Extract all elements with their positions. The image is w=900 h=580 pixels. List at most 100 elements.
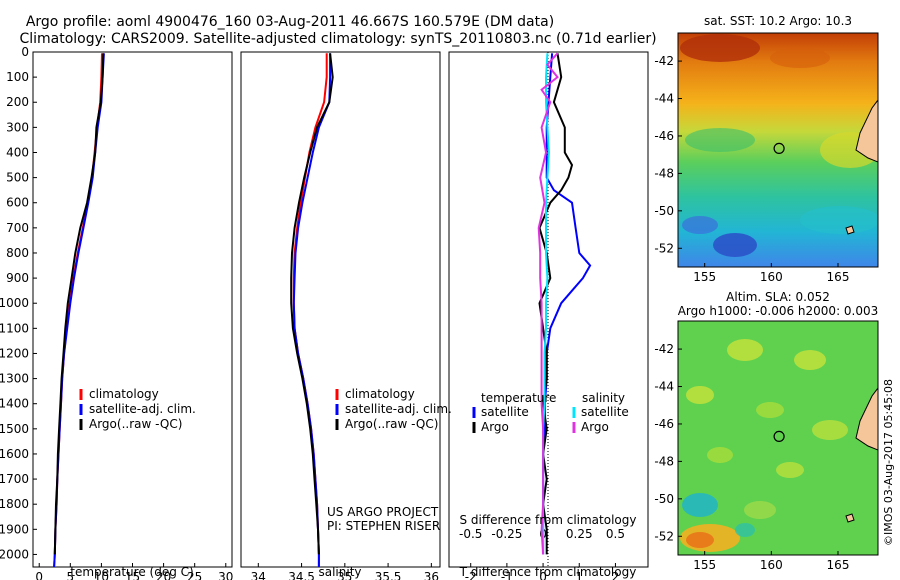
lat-tick-label: -44 [654,92,674,106]
depth-tick-label: 1100 [0,321,29,335]
x-tick-label: 35.5 [375,570,402,580]
legend-salinity-title: salinity [582,391,625,405]
title-line-1: Argo profile: aoml 4900476_160 03-Aug-20… [26,14,554,30]
salinity-x-label: salinity [318,565,361,579]
depth-tick-label: 1800 [0,497,29,511]
profile-line-satellite-adj-clim- [292,53,332,567]
depth-tick-label: 1500 [0,422,29,436]
salinity-profiles [290,53,334,567]
t-diff-tick-label: -2 [465,570,477,580]
s-difference-x-label: S difference from climatology [460,513,637,527]
depth-tick-label: 700 [6,221,29,235]
difference-line-t-satellite [542,53,592,555]
lat-tick-label: -48 [654,454,674,468]
temperature-x-label: temperature (deg C) [70,565,193,579]
lat-tick-label: -46 [654,417,674,431]
salinity-x-axis: 34 34.5 35 35.5 36 [251,563,439,580]
project-credit: US ARGO PROJECT [327,505,439,519]
difference-line-t-argo [538,53,574,555]
difference-legend: temperature salinitysatelliteArgosatellit… [472,391,629,434]
x-tick-label: 0 [35,570,43,580]
lat-tick-label: -42 [654,54,674,68]
lon-tick-label: 160 [760,558,783,572]
depth-tick-label: 1600 [0,447,29,461]
depth-tick-label: 1700 [0,472,29,486]
depth-tick-label: 1300 [0,372,29,386]
x-tick-label: 35 [337,570,352,580]
profile-line-climatology [292,53,328,567]
sla-map-frame [677,320,879,556]
depth-tick-label: 1900 [0,522,29,536]
x-tick-label: 34.5 [288,570,315,580]
sla-map-title-line-2: Argo h1000: -0.006 h2000: 0.003 [678,304,879,318]
legend-label: Argo(..raw -QC) [345,417,438,431]
sst-map-panel: sat. SST: 10.2 Argo: 10.3 155 160 165 -42 -4… [654,14,879,284]
profile-line-argo-raw-qc- [53,53,105,555]
profile-line-climatology [53,53,103,568]
lon-tick-label: 165 [827,270,850,284]
legend-label: satellite [481,405,529,419]
s-diff-tick-label: -0.5 [459,527,482,541]
x-tick-label: 20 [156,570,171,580]
difference-x-axis: -2 -1 0 1 2-0.5 -0.25 0 0.25 0.5 [459,527,625,580]
x-tick-label: 30 [218,570,233,580]
s-diff-tick-label: 0.25 [566,527,593,541]
x-tick-label: 15 [125,570,140,580]
coastline-new-zealand-sla [855,387,878,451]
t-diff-tick-label: 2 [612,570,620,580]
sst-map-axes: 155 160 165 -42 -44 -46 -48 -50 -52 [654,54,849,284]
legend-label: satellite-adj. clim. [89,402,196,416]
lat-tick-label: -42 [654,342,674,356]
sst-heatmap [678,33,878,267]
x-tick-label: 5 [66,570,74,580]
depth-tick-label: 600 [6,196,29,210]
salinity-plot-frame [240,51,441,568]
sla-map-panel: Altim. SLA: 0.052 Argo h1000: -0.006 h20… [654,290,879,572]
lat-tick-label: -50 [654,204,674,218]
t-diff-tick-label: 1 [575,570,583,580]
depth-tick-label: 500 [6,171,29,185]
temperature-x-axis: 0 5 10 15 20 25 30 [35,563,233,580]
coastline-new-zealand [855,99,878,163]
salinity-panel: 34 34.5 35 35.5 36 salinity climatologysatel… [240,51,452,580]
depth-tick-label: 1200 [0,346,29,360]
lat-tick-label: -52 [654,529,674,543]
legend-label: climatology [89,387,159,401]
depth-tick-label: 800 [6,246,29,260]
island-sla [845,513,855,523]
legend-label: satellite [581,405,629,419]
t-difference-x-label: T difference from climatology [459,565,637,579]
lat-tick-label: -52 [654,241,674,255]
s-diff-tick-label: 0.5 [606,527,625,541]
depth-tick-label: 200 [6,95,29,109]
lat-tick-label: -48 [654,166,674,180]
temperature-panel: 0100200300400500600700800900100011001200… [0,45,233,580]
lat-tick-label: -44 [654,380,674,394]
sst-map-title: sat. SST: 10.2 Argo: 10.3 [704,14,852,28]
lon-tick-label: 160 [760,270,783,284]
sla-map-axes: 155 160 165 -42 -44 -46 -48 -50 -52 [654,342,849,572]
pi-credit: PI: STEPHEN RISER [327,519,440,533]
x-tick-label: 10 [94,570,109,580]
t-diff-tick-label: 0 [539,570,547,580]
depth-tick-label: 400 [6,145,29,159]
t-diff-tick-label: -1 [501,570,513,580]
x-tick-label: 34 [251,570,266,580]
depth-tick-label: 1000 [0,296,29,310]
difference-panel: -2 -1 0 1 2-0.5 -0.25 0 0.25 0.5 T difference fr… [448,51,649,580]
x-tick-label: 36 [424,570,439,580]
difference-profiles [537,52,592,555]
copyright-stamp: ©IMOS 03-Aug-2017 05:45:08 [882,379,895,546]
legend-label: Argo(..raw -QC) [89,417,182,431]
lat-tick-label: -46 [654,129,674,143]
legend-label: Argo [481,420,509,434]
s-diff-tick-label: -0.25 [491,527,522,541]
depth-tick-label: 300 [6,120,29,134]
argo-location-marker-sla [773,430,785,442]
depth-tick-label: 100 [6,70,29,84]
lon-tick-label: 165 [827,558,850,572]
title-line-2: Climatology: CARS2009. Satellite-adjuste… [19,31,656,47]
